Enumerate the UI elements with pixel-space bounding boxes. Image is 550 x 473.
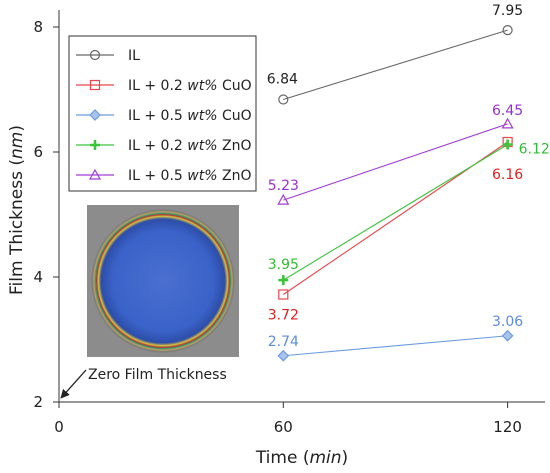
series-line	[283, 29, 508, 101]
series-line	[283, 335, 508, 357]
data-point	[501, 117, 514, 129]
data-label: 6.84	[267, 72, 298, 88]
legend-item-4: IL + 0.5 wt% ZnO	[76, 168, 251, 184]
data-point	[501, 329, 514, 342]
data-label: 3.06	[492, 314, 523, 330]
data-label: 5.23	[268, 178, 299, 194]
legend-marker	[89, 49, 101, 61]
y-tick-label: 6	[33, 143, 43, 161]
legend-box	[68, 35, 257, 192]
data-point	[278, 289, 289, 300]
data-point	[277, 193, 290, 205]
data-point	[502, 139, 513, 150]
legend-label: IL	[128, 48, 140, 64]
data-label: 6.12	[519, 142, 550, 158]
legend-item-0: IL	[76, 48, 140, 64]
zero-thickness-annotation: Zero Film Thickness	[60, 367, 227, 399]
axis-ticks: 0 60 120 2 4 6 8	[33, 18, 521, 436]
data-label: 3.95	[268, 257, 299, 273]
series-3	[278, 139, 513, 286]
y-tick-label: 2	[33, 393, 43, 411]
legend-marker	[88, 168, 102, 180]
legend-marker	[90, 140, 100, 150]
legend: IL IL + 0.2 wt% CuO IL + 0.5 wt% CuO IL + 0…	[68, 35, 257, 192]
data-point	[278, 275, 289, 286]
series-line	[283, 144, 508, 281]
data-point	[278, 94, 289, 105]
legend-label: IL + 0.2 wt% ZnO	[128, 138, 251, 154]
annotation-label: Zero Film Thickness	[88, 367, 227, 383]
data-label: 6.45	[492, 103, 523, 119]
series-line	[283, 123, 508, 201]
legend-label: IL + 0.5 wt% CuO	[128, 108, 252, 124]
legend-item-3: IL + 0.2 wt% ZnO	[76, 138, 251, 154]
legend-item-2: IL + 0.5 wt% CuO	[76, 108, 252, 124]
y-axis-title: Film Thickness (nm)	[7, 125, 27, 295]
x-tick-label: 60	[274, 418, 293, 436]
legend-item-1: IL + 0.2 wt% CuO	[76, 78, 252, 94]
data-label: 7.95	[492, 3, 523, 19]
data-point	[502, 25, 513, 36]
data-label: 6.16	[492, 167, 523, 183]
x-tick-label: 120	[493, 418, 522, 436]
y-tick-label: 8	[33, 18, 43, 36]
inset-interference-image	[87, 205, 239, 357]
data-label: 3.72	[268, 308, 299, 324]
data-point	[277, 349, 290, 362]
series-4	[277, 117, 514, 205]
x-tick-label: 0	[54, 418, 64, 436]
legend-label: IL + 0.5 wt% ZnO	[128, 168, 251, 184]
data-labels: 6.84 7.95 3.72 6.16 2.74 3.06 3.95 6.12 5.23 6.45	[267, 3, 550, 350]
legend-label: IL + 0.2 wt% CuO	[128, 78, 252, 94]
data-label: 2.74	[268, 334, 299, 350]
legend-marker	[89, 109, 101, 121]
y-tick-label: 4	[33, 268, 43, 286]
series-0	[278, 25, 513, 105]
x-axis-title: Time (min)	[255, 448, 348, 468]
annotation-arrow	[60, 369, 87, 399]
series-layer	[277, 25, 514, 362]
series-2	[277, 329, 514, 362]
legend-marker	[89, 79, 101, 91]
